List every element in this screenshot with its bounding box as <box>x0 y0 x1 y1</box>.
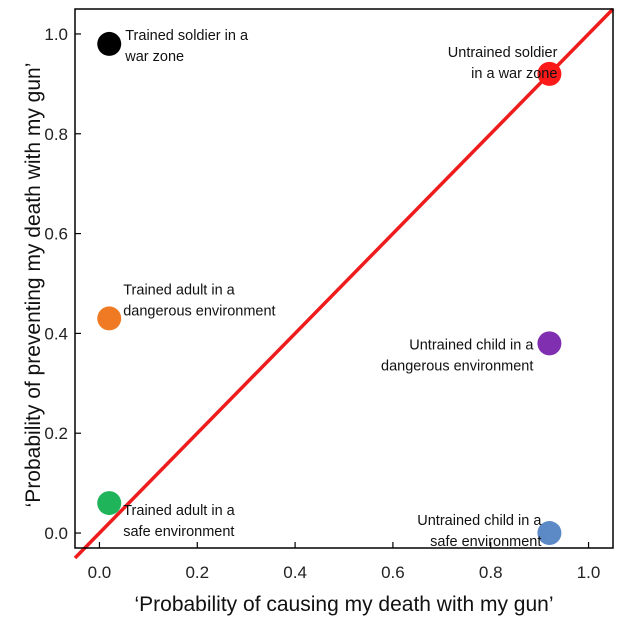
data-point <box>537 521 562 546</box>
x-tick-label: 0.4 <box>283 563 307 582</box>
plot-frame <box>74 8 614 549</box>
data-point <box>97 31 122 56</box>
x-axis-title: ‘Probability of causing my death with my… <box>134 593 553 616</box>
x-axis: 0.0 0.2 0.4 0.6 0.8 1.0 <box>88 542 601 582</box>
data-points <box>97 31 562 546</box>
data-point <box>97 306 122 331</box>
point-label: Trained adult in a dangerous environment <box>123 282 275 319</box>
point-annotations: Trained soldier in a war zone Untrained so… <box>123 28 557 550</box>
y-axis: 0.0 0.2 0.4 0.6 0.8 1.0 <box>44 25 81 543</box>
y-tick-label: 0.8 <box>44 125 68 144</box>
data-point <box>537 61 562 86</box>
y-tick-label: 1.0 <box>44 25 68 44</box>
y-tick-label: 0.6 <box>44 225 68 244</box>
y-tick-label: 0.0 <box>44 524 68 543</box>
x-tick-label: 1.0 <box>577 563 601 582</box>
diagonal-reference-line <box>73 7 615 560</box>
x-tick-label: 0.0 <box>88 563 112 582</box>
x-tick-label: 0.2 <box>185 563 209 582</box>
data-point <box>537 331 562 356</box>
x-tick-label: 0.8 <box>479 563 503 582</box>
data-point <box>97 491 122 516</box>
point-label: Untrained soldier in a war zone <box>448 45 558 82</box>
y-axis-title: ‘Probability of preventing my death with… <box>22 63 45 508</box>
x-tick-label: 0.6 <box>381 563 405 582</box>
point-label: Untrained child in a dangerous environmen… <box>381 337 534 374</box>
point-label: Trained adult in a safe environment <box>123 503 235 540</box>
y-tick-label: 0.2 <box>44 424 68 443</box>
y-tick-label: 0.4 <box>44 324 68 343</box>
point-label: Trained soldier in a war zone <box>124 28 249 65</box>
point-label: Untrained child in a safe environment <box>417 513 542 550</box>
